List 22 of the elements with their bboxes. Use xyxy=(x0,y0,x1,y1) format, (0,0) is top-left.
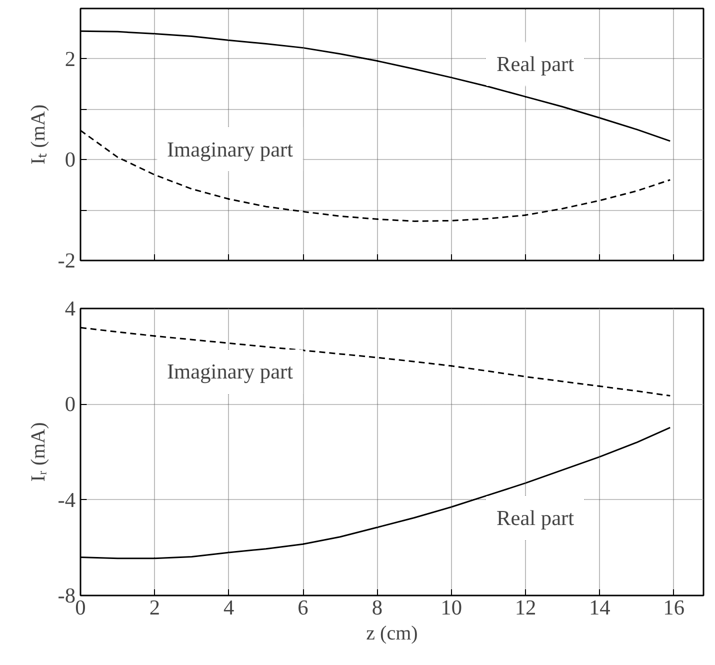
x-tick-label: 14 xyxy=(589,596,611,620)
y-tick-label: 0 xyxy=(64,148,76,172)
series-label: Real part xyxy=(496,52,574,76)
series-label: Imaginary part xyxy=(166,360,294,384)
x-tick-label: 6 xyxy=(298,596,309,620)
y-tick-label: -2 xyxy=(58,248,76,272)
x-axis-title: z (cm) xyxy=(366,622,418,644)
y-tick-label: -8 xyxy=(58,584,76,608)
y-tick-label: -4 xyxy=(58,488,76,512)
x-tick-label: 8 xyxy=(372,596,383,620)
x-tick-label: 4 xyxy=(224,596,234,620)
series-label: Imaginary part xyxy=(166,138,294,162)
y-tick-label: 2 xyxy=(64,46,76,71)
y-tick-label: 4 xyxy=(64,296,76,320)
y-tick-label: 0 xyxy=(64,392,76,416)
x-tick-label: 16 xyxy=(663,596,685,620)
series-label: Real part xyxy=(496,506,574,530)
x-tick-label: 10 xyxy=(440,596,462,620)
y-axis-title: Iᵣ (mA) xyxy=(28,422,50,482)
x-tick-label: 2 xyxy=(149,596,160,620)
y-axis-title: Iₜ (mA) xyxy=(28,104,50,164)
x-tick-label: 12 xyxy=(514,596,536,620)
